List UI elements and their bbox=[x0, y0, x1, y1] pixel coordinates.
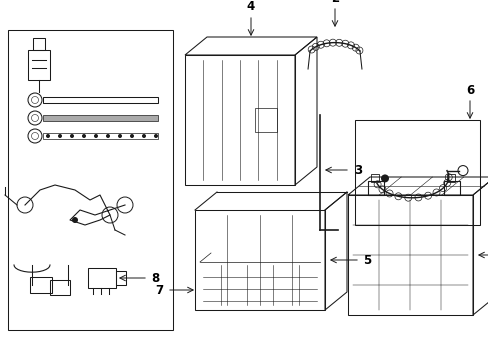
Text: 8: 8 bbox=[151, 271, 159, 284]
Text: 5: 5 bbox=[362, 253, 370, 266]
Bar bbox=[367, 181, 383, 195]
Text: 7: 7 bbox=[155, 284, 163, 297]
Circle shape bbox=[94, 134, 98, 138]
Bar bbox=[254, 108, 276, 132]
Text: 6: 6 bbox=[465, 84, 473, 96]
Circle shape bbox=[130, 134, 134, 138]
Bar bbox=[443, 181, 459, 195]
Circle shape bbox=[82, 134, 86, 138]
Circle shape bbox=[58, 134, 62, 138]
Bar bbox=[43, 133, 158, 139]
Circle shape bbox=[46, 134, 50, 138]
Text: 3: 3 bbox=[353, 163, 361, 176]
Bar bbox=[370, 174, 378, 182]
Text: 2: 2 bbox=[330, 0, 338, 4]
Circle shape bbox=[72, 217, 78, 223]
Circle shape bbox=[154, 134, 158, 138]
Circle shape bbox=[70, 134, 74, 138]
Bar bbox=[8, 30, 173, 330]
Bar bbox=[354, 120, 479, 225]
Circle shape bbox=[142, 134, 146, 138]
Circle shape bbox=[380, 175, 388, 183]
Circle shape bbox=[106, 134, 110, 138]
Bar bbox=[446, 174, 454, 182]
Circle shape bbox=[118, 134, 122, 138]
Bar bbox=[43, 115, 158, 121]
Text: 4: 4 bbox=[246, 0, 255, 13]
